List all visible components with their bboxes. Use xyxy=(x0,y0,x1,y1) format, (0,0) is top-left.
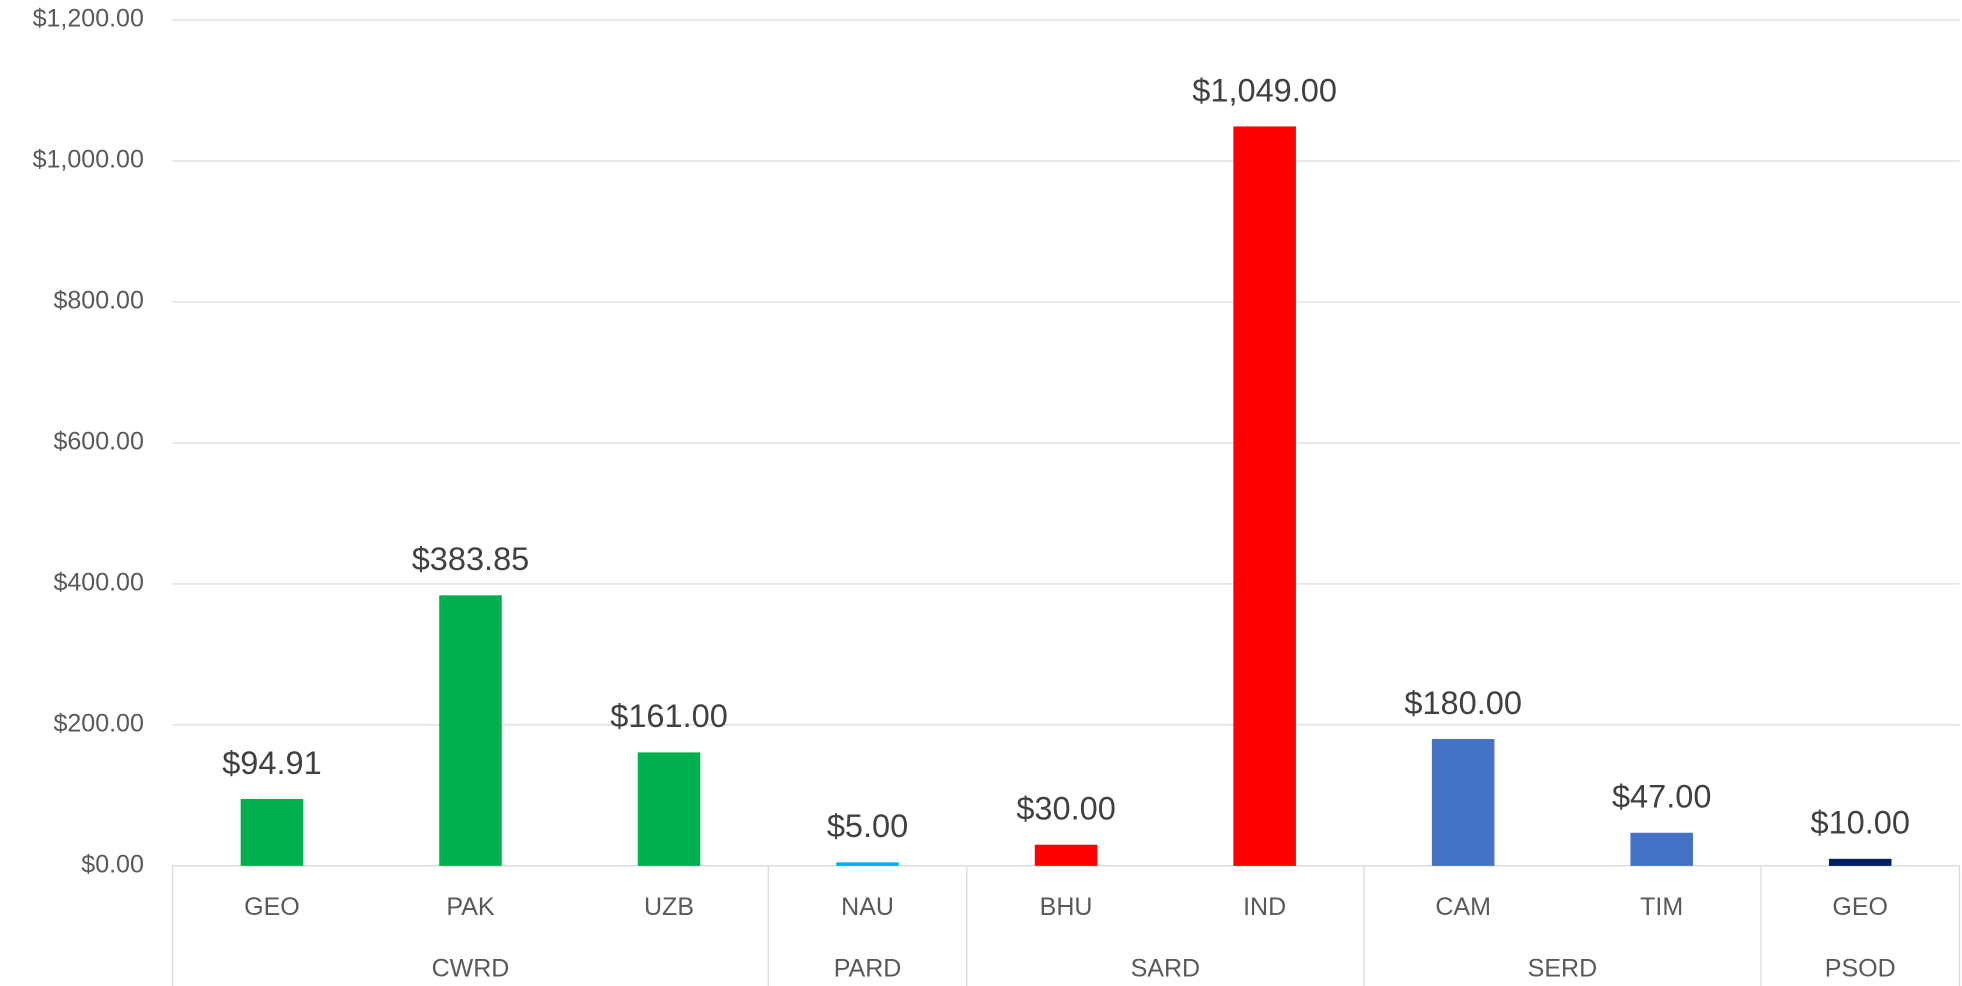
y-tick-label: $600.00 xyxy=(53,428,143,456)
value-label: $1,049.00 xyxy=(1192,72,1337,108)
x-tick-label: UZB xyxy=(644,893,694,921)
bar xyxy=(1630,832,1693,866)
y-tick-label: $400.00 xyxy=(53,569,143,597)
value-label: $30.00 xyxy=(1016,791,1115,827)
value-label: $161.00 xyxy=(610,698,728,734)
x-tick-label: GEO xyxy=(244,893,300,921)
value-label: $180.00 xyxy=(1404,685,1522,721)
x-tick-label: IND xyxy=(1243,893,1286,921)
group-label: CWRD xyxy=(432,954,510,982)
y-tick-label: $0.00 xyxy=(81,850,144,878)
group-label: PSOD xyxy=(1825,954,1896,982)
bar xyxy=(836,862,899,866)
x-tick-label: TIM xyxy=(1640,893,1683,921)
x-tick-label: PAK xyxy=(446,893,495,921)
x-tick-label: CAM xyxy=(1435,893,1491,921)
y-tick-label: $1,000.00 xyxy=(33,146,144,174)
bar xyxy=(439,595,502,866)
bar xyxy=(1828,858,1892,866)
bar xyxy=(1034,844,1098,866)
value-label: $47.00 xyxy=(1612,779,1711,815)
group-label: PARD xyxy=(834,954,902,982)
x-tick-label: GEO xyxy=(1832,893,1888,921)
value-label: $94.91 xyxy=(222,745,321,781)
x-tick-label: BHU xyxy=(1040,893,1093,921)
value-label: $10.00 xyxy=(1810,805,1909,841)
y-tick-label: $200.00 xyxy=(53,710,143,738)
y-tick-label: $800.00 xyxy=(53,287,143,315)
value-label: $5.00 xyxy=(827,808,908,844)
value-label: $383.85 xyxy=(412,541,530,577)
y-tick-label: $1,200.00 xyxy=(33,5,144,33)
bar xyxy=(637,752,701,866)
group-label: SERD xyxy=(1528,954,1598,982)
bar xyxy=(1233,126,1296,866)
group-label: SARD xyxy=(1131,954,1201,982)
x-tick-label: NAU xyxy=(841,893,894,921)
bar xyxy=(240,798,304,866)
bar xyxy=(1431,738,1495,866)
